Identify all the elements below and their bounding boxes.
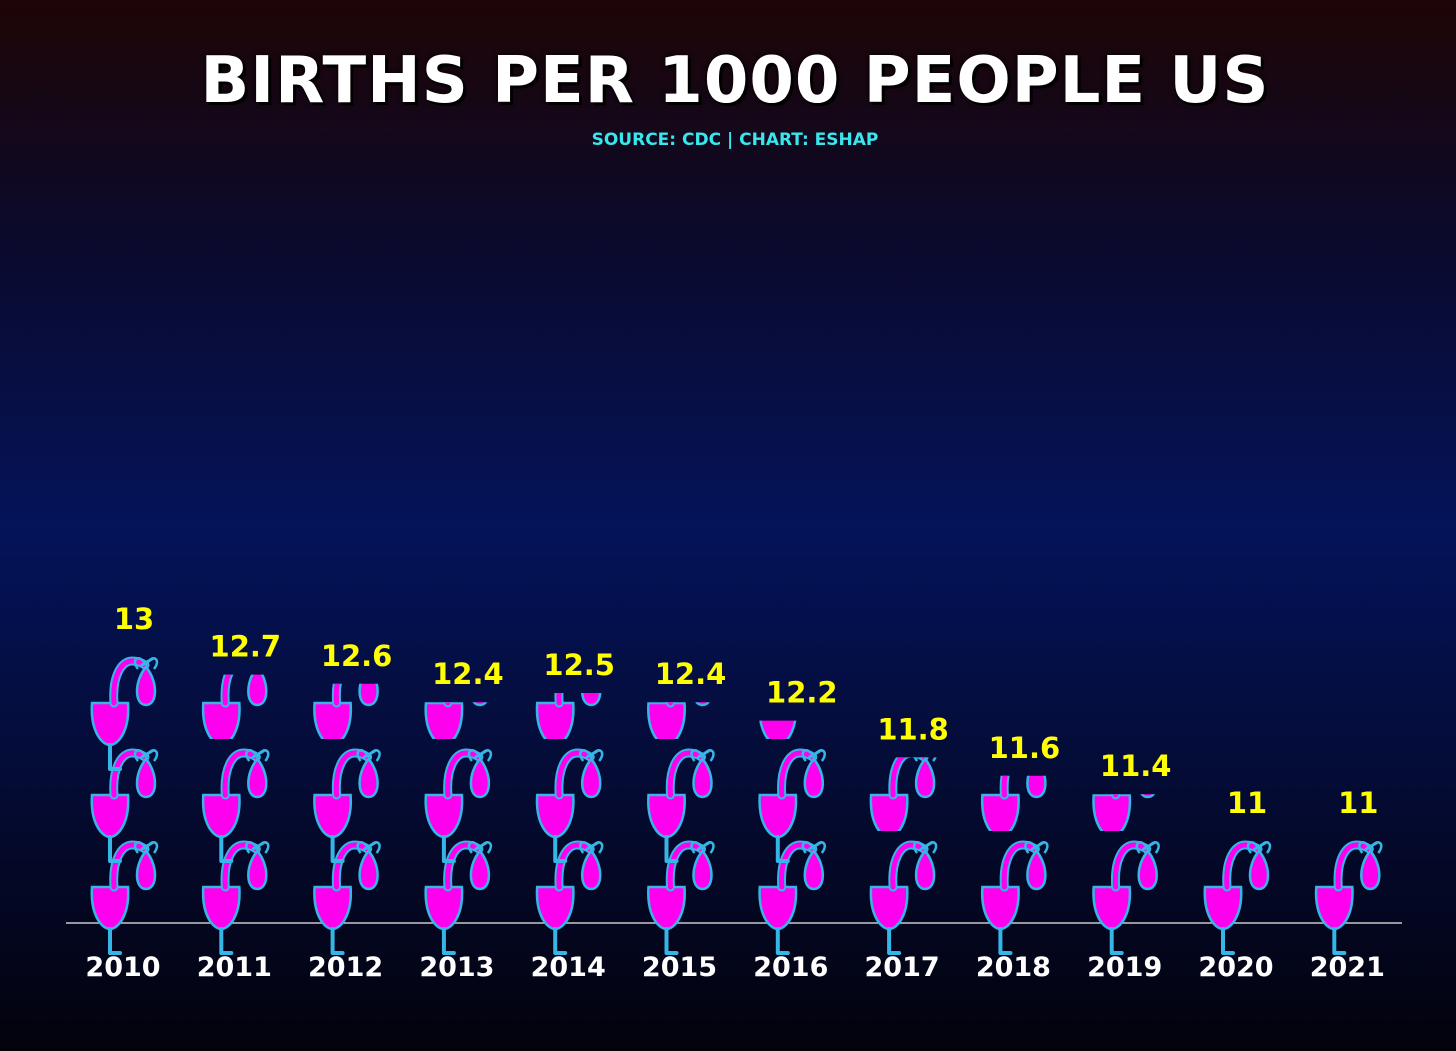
stork-icon xyxy=(537,842,602,953)
value-label: 12.6 xyxy=(321,639,393,673)
value-label: 12.5 xyxy=(543,648,615,682)
stork-icon xyxy=(314,842,379,953)
stork-icon xyxy=(426,842,491,953)
stork-icon xyxy=(1316,842,1381,953)
chart-title: BIRTHS PER 1000 PEOPLE US xyxy=(200,44,1270,118)
value-label: 11 xyxy=(1338,786,1378,820)
column-2013 xyxy=(426,658,491,953)
value-label: 11.8 xyxy=(877,712,949,746)
value-label: 12.7 xyxy=(210,630,282,664)
column-2015 xyxy=(648,658,713,953)
column-2011 xyxy=(203,658,268,953)
x-tick-label: 2011 xyxy=(197,952,272,983)
stork-icon xyxy=(1093,842,1158,953)
x-tick-label: 2021 xyxy=(1310,952,1385,983)
value-label: 13 xyxy=(114,602,154,636)
x-tick-label: 2014 xyxy=(531,952,606,983)
x-tick-label: 2010 xyxy=(85,952,160,983)
x-tick-label: 2012 xyxy=(308,952,383,983)
stork-icon xyxy=(648,842,713,953)
stork-icon xyxy=(1205,842,1270,953)
stork-icon xyxy=(982,842,1047,953)
column-2014 xyxy=(537,658,602,953)
x-tick-label: 2015 xyxy=(642,952,717,983)
value-label: 11.6 xyxy=(989,731,1061,765)
stork-icon xyxy=(871,842,936,953)
value-label: 11.4 xyxy=(1100,749,1172,783)
value-label: 12.4 xyxy=(655,657,727,691)
stork-icon xyxy=(760,842,825,953)
x-tick-label: 2013 xyxy=(419,952,494,983)
x-tick-label: 2016 xyxy=(753,952,828,983)
column-2012 xyxy=(314,658,379,953)
value-label: 12.4 xyxy=(432,657,504,691)
x-tick-label: 2017 xyxy=(865,952,940,983)
value-label: 11 xyxy=(1227,786,1267,820)
x-tick-label: 2018 xyxy=(976,952,1051,983)
column-2021 xyxy=(1316,842,1381,953)
chart-subtitle: SOURCE: CDC | CHART: ESHAP xyxy=(591,130,879,150)
x-tick-label: 2020 xyxy=(1198,952,1273,983)
x-tick-label: 2019 xyxy=(1087,952,1162,983)
column-2020 xyxy=(1205,842,1270,953)
stork-icon xyxy=(203,842,268,953)
stork-icon xyxy=(92,842,157,953)
column-2010 xyxy=(92,658,157,953)
value-label: 12.2 xyxy=(766,676,838,710)
